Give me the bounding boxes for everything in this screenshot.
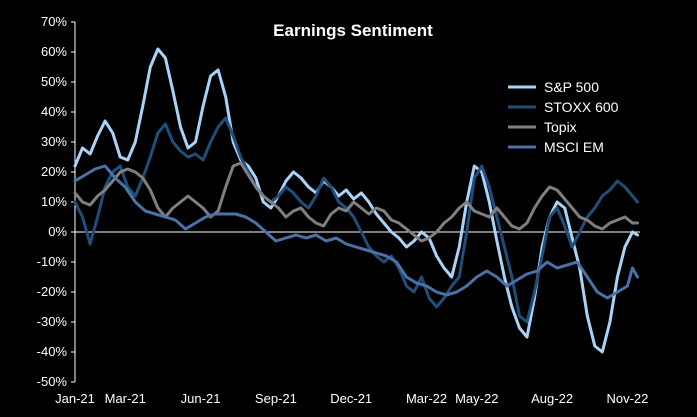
y-tick-label: 10%	[41, 194, 67, 209]
series-line-stoxx-600	[73, 116, 639, 324]
legend: S&P 500 STOXX 600 Topix MSCI EM	[508, 79, 619, 155]
x-tick-label: Mar-21	[105, 391, 146, 406]
x-tick-label: May-22	[455, 391, 498, 406]
y-tick-label: 30%	[41, 134, 67, 149]
series-line-msci-em	[73, 164, 639, 300]
x-axis: Jan-21 Mar-21 Jun-21 Sep-21 Dec-21 Mar-22 May-…	[55, 231, 648, 406]
y-tick-label: 70%	[41, 14, 67, 29]
y-tick-label: 50%	[41, 74, 67, 89]
y-tick-label: -30%	[37, 314, 68, 329]
legend-label: MSCI EM	[544, 139, 604, 155]
x-tick-label: Sep-21	[255, 391, 297, 406]
legend-label: S&P 500	[544, 79, 599, 95]
series-line-topix	[73, 161, 639, 243]
y-axis: 70% 60% 50% 40% 30% 20% 10% 0% -10% -20% -30% -40% -…	[37, 14, 76, 389]
y-tick-label: -40%	[37, 344, 68, 359]
y-tick-label: 20%	[41, 164, 67, 179]
y-tick-label: -20%	[37, 284, 68, 299]
y-tick-label: 0%	[48, 224, 67, 239]
y-tick-label: 60%	[41, 44, 67, 59]
series-lines	[73, 47, 639, 354]
x-tick-label: Nov-22	[606, 391, 648, 406]
x-tick-label: Mar-22	[406, 391, 447, 406]
chart-title: Earnings Sentiment	[273, 21, 433, 40]
x-tick-label: Dec-21	[330, 391, 372, 406]
legend-label: STOXX 600	[544, 99, 619, 115]
x-tick-label: Aug-22	[531, 391, 573, 406]
legend-label: Topix	[544, 119, 577, 135]
y-tick-label: 40%	[41, 104, 67, 119]
x-tick-label: Jan-21	[55, 391, 95, 406]
y-tick-label: -50%	[37, 374, 68, 389]
y-tick-label: -10%	[37, 254, 68, 269]
x-tick-label: Jun-21	[181, 391, 221, 406]
